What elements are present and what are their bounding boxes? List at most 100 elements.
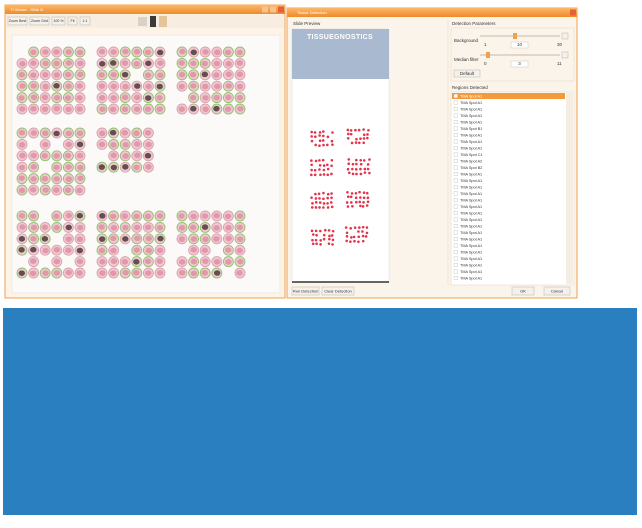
region-item[interactable]: TMA Spot A1 <box>460 107 482 111</box>
region-item[interactable]: TMA Spot B2 <box>460 166 482 170</box>
toolbar-button[interactable] <box>7 16 28 26</box>
region-item[interactable]: TMA Spot A1 <box>460 179 482 183</box>
item-checkbox[interactable] <box>453 191 458 196</box>
item-checkbox[interactable] <box>453 256 458 261</box>
detected-spot <box>362 137 366 140</box>
button[interactable] <box>291 286 320 296</box>
item-checkbox[interactable] <box>453 146 458 150</box>
scrollbar[interactable] <box>566 93 573 284</box>
item-checkbox[interactable] <box>453 126 458 131</box>
value-box[interactable] <box>510 41 529 49</box>
item-checkbox[interactable] <box>453 263 458 267</box>
toolbar-button[interactable] <box>67 16 78 26</box>
item-checkbox[interactable] <box>453 243 458 248</box>
item-checkbox[interactable] <box>453 250 458 254</box>
tool-icon[interactable] <box>150 16 156 27</box>
region-item[interactable]: TMA Spot A1 <box>460 185 482 189</box>
tool-icon[interactable] <box>138 17 147 26</box>
region-item[interactable]: TMA Spot A1 <box>460 101 482 105</box>
toolbar-button-label: Fit <box>71 19 75 23</box>
close-button[interactable] <box>278 6 284 13</box>
tma-core-tissue <box>110 49 117 55</box>
item-checkbox[interactable] <box>453 172 458 176</box>
region-item[interactable]: TMA Spot A1 <box>460 224 482 228</box>
item-checkbox[interactable] <box>453 152 458 157</box>
item-checkbox[interactable] <box>453 100 458 105</box>
region-item[interactable]: TMA Spot A1 <box>460 205 482 209</box>
tma-core-tissue <box>98 95 106 101</box>
spin-button[interactable] <box>561 32 569 40</box>
tma-core-tissue <box>30 186 37 193</box>
tma-core-tissue <box>225 225 232 231</box>
item-checkbox[interactable] <box>453 133 458 137</box>
tma-core-tissue <box>190 49 197 56</box>
toolbar-button[interactable] <box>51 16 66 26</box>
region-item[interactable]: TMA Spot B1 <box>460 127 482 131</box>
region-item[interactable]: TMA Spot A1 <box>460 237 482 241</box>
maximize-button[interactable] <box>270 6 276 13</box>
item-checkbox[interactable] <box>453 276 458 280</box>
tma-core-tissue <box>53 49 60 55</box>
button[interactable] <box>543 286 571 296</box>
region-item[interactable]: TMA Spot A1 <box>460 231 482 235</box>
region-item[interactable]: TMA Spot A1 <box>460 94 482 98</box>
item-checkbox[interactable] <box>453 217 458 222</box>
default-button[interactable] <box>453 69 481 78</box>
region-item[interactable]: TMA Spot A1 <box>460 172 482 176</box>
item-checkbox[interactable] <box>453 94 458 98</box>
tma-core-tissue <box>110 235 117 242</box>
item-checkbox[interactable] <box>453 237 458 241</box>
region-item[interactable]: TMA Spot A1 <box>460 276 482 280</box>
toolbar-button[interactable] <box>29 16 50 26</box>
region-item[interactable]: TMA Spot C1 <box>460 153 483 157</box>
region-item[interactable]: TMA Spot A1 <box>460 270 482 274</box>
region-item[interactable]: TMA Spot A1 <box>460 146 482 150</box>
tool-icon[interactable] <box>159 16 167 27</box>
region-item[interactable]: TMA Spot A1 <box>460 263 482 267</box>
region-item[interactable]: TMA Spot A1 <box>460 218 482 222</box>
spin-button[interactable] <box>561 51 569 59</box>
region-item[interactable]: TMA Spot A1 <box>460 120 482 124</box>
item-checkbox[interactable] <box>453 185 458 189</box>
region-item[interactable]: TMA Spot A1 <box>460 244 482 248</box>
item-checkbox[interactable] <box>453 269 458 274</box>
region-item[interactable]: TMA Spot A1 <box>460 133 482 137</box>
item-checkbox[interactable] <box>453 224 458 228</box>
item-checkbox[interactable] <box>453 230 458 235</box>
tma-core-tissue <box>237 105 244 112</box>
button[interactable] <box>321 286 355 296</box>
item-checkbox[interactable] <box>453 211 458 215</box>
region-item[interactable]: TMA Spot A1 <box>460 257 482 261</box>
item-checkbox[interactable] <box>453 107 458 111</box>
button[interactable] <box>511 286 535 296</box>
region-item[interactable]: TMA Spot A1 <box>460 114 482 118</box>
region-item[interactable]: TMA Spot A1 <box>460 211 482 215</box>
item-checkbox[interactable] <box>453 198 458 202</box>
region-item[interactable]: TMA Spot A1 <box>460 140 482 144</box>
item-checkbox[interactable] <box>453 165 458 170</box>
item-checkbox[interactable] <box>453 113 458 118</box>
tma-core-tissue <box>201 224 209 230</box>
item-checkbox[interactable] <box>453 139 458 144</box>
slider-thumb[interactable] <box>486 52 490 58</box>
detected-spot <box>310 159 313 162</box>
tma-core-tissue <box>213 72 220 78</box>
region-item[interactable]: TMA Spot A1 <box>460 192 482 196</box>
region-item[interactable]: TMA Spot A1 <box>460 250 482 254</box>
region-item[interactable]: TMA Spot A1 <box>460 198 482 202</box>
detected-spot <box>349 240 352 243</box>
region-item[interactable]: TMA Spot A2 <box>460 159 482 163</box>
tma-core-tissue <box>144 49 152 56</box>
item-checkbox[interactable] <box>453 159 458 163</box>
item-checkbox[interactable] <box>453 178 458 183</box>
close-button[interactable] <box>570 9 576 16</box>
toolbar-button[interactable] <box>79 16 91 26</box>
minimize-button[interactable] <box>262 6 268 13</box>
value-box[interactable] <box>510 60 529 68</box>
tma-core-tissue <box>122 224 129 231</box>
slider-thumb[interactable] <box>513 33 517 39</box>
detected-spot <box>325 143 329 147</box>
item-checkbox[interactable] <box>453 204 458 209</box>
item-checkbox[interactable] <box>453 120 458 124</box>
detected-spot <box>346 137 350 140</box>
